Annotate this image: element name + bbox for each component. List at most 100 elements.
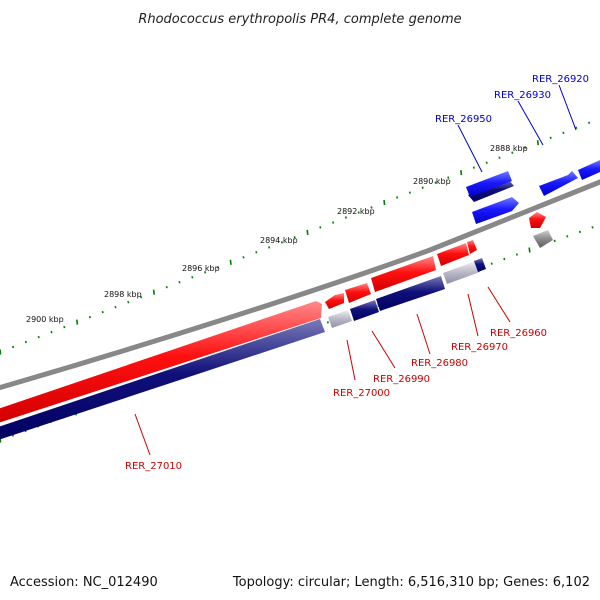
scale-tick-upper-minor bbox=[421, 186, 424, 189]
gene-rer26960-strand[interactable] bbox=[474, 258, 486, 272]
leader-rer27000 bbox=[346, 339, 356, 381]
accession-text: Accession: NC_012490 bbox=[10, 575, 158, 590]
leader-rer26960 bbox=[487, 286, 511, 323]
small-red-feature[interactable] bbox=[529, 212, 546, 228]
gene-rer26970-cds[interactable] bbox=[437, 243, 469, 266]
scale-tick-upper-minor bbox=[101, 310, 104, 314]
gene-rer27000-cds[interactable] bbox=[325, 293, 344, 309]
scale-tick-upper-major bbox=[0, 349, 2, 355]
scale-tick-upper-minor bbox=[344, 216, 347, 219]
scale-tick-upper-minor bbox=[178, 280, 181, 284]
gene-rer26990-strand[interactable] bbox=[350, 300, 379, 321]
gene-label-rer26990[interactable]: RER_26990 bbox=[373, 374, 430, 385]
scale-tick-lower-minor bbox=[591, 226, 594, 229]
leader-rer26970 bbox=[467, 293, 479, 337]
kbp-label-2888: 2888 kbp bbox=[490, 144, 528, 153]
gene-rer27010-cds[interactable] bbox=[0, 301, 322, 424]
scale-tick-upper-minor bbox=[293, 236, 296, 239]
scale-tick-upper-minor bbox=[280, 241, 283, 244]
scale-tick-lower-minor bbox=[553, 239, 556, 243]
kbp-label-2890: 2890 kbp bbox=[413, 177, 451, 186]
gene-rer27000-strand[interactable] bbox=[328, 310, 352, 328]
scale-tick-upper-major bbox=[536, 140, 539, 146]
scale-tick-lower-major bbox=[528, 247, 531, 253]
scale-tick-upper-minor bbox=[37, 335, 40, 339]
gene-rer26960-cds[interactable] bbox=[467, 240, 477, 254]
scale-tick-upper-minor bbox=[575, 126, 578, 130]
scale-tick-upper-minor bbox=[319, 226, 322, 229]
kbp-label-2894: 2894 kbp bbox=[260, 236, 298, 245]
scale-tick-upper-minor bbox=[370, 206, 373, 209]
gene-label-rer26970[interactable]: RER_26970 bbox=[451, 342, 508, 353]
leader-rer26930 bbox=[517, 100, 544, 146]
gene-label-rer27000[interactable]: RER_27000 bbox=[333, 388, 390, 399]
scale-tick-lower-minor bbox=[490, 262, 493, 265]
scale-tick-upper-major bbox=[76, 319, 79, 325]
gene-rer26980-strand[interactable] bbox=[376, 276, 445, 311]
leader-rer26990 bbox=[371, 330, 396, 369]
scale-tick-upper-minor bbox=[268, 246, 271, 249]
kbp-label-2892: 2892 kbp bbox=[337, 207, 375, 216]
leader-rer26920 bbox=[558, 84, 577, 131]
gene-rer26920-arrow[interactable] bbox=[578, 160, 600, 180]
forward-strand-features bbox=[466, 160, 600, 248]
scale-ticks bbox=[0, 121, 594, 443]
scale-tick-upper-major bbox=[306, 229, 309, 235]
gene-label-rer26920[interactable]: RER_26920 bbox=[532, 74, 589, 85]
scale-tick-upper-minor bbox=[549, 136, 552, 140]
scale-tick-upper-minor bbox=[408, 191, 411, 194]
scale-tick-upper-minor bbox=[50, 330, 53, 334]
gene-rer27010-strand[interactable] bbox=[0, 319, 325, 441]
gene-label-rer26980[interactable]: RER_26980 bbox=[411, 358, 468, 369]
scale-tick-upper-minor bbox=[434, 181, 437, 184]
scale-tick-upper-minor bbox=[127, 300, 130, 304]
gene-rer26950-arrow[interactable] bbox=[466, 171, 512, 197]
gene-label-rer26950[interactable]: RER_26950 bbox=[435, 114, 492, 125]
scale-tick-lower-minor bbox=[515, 253, 518, 256]
scale-tick-upper-minor bbox=[63, 325, 66, 329]
gene-rer26970-strand[interactable] bbox=[443, 261, 480, 284]
scale-tick-upper-minor bbox=[216, 266, 219, 269]
scale-tick-upper-major bbox=[229, 259, 232, 265]
scale-tick-upper-minor bbox=[588, 121, 591, 125]
scale-tick-lower-minor bbox=[566, 235, 569, 238]
scale-tick-upper-minor bbox=[88, 315, 91, 319]
scale-tick-upper-minor bbox=[12, 345, 15, 349]
scale-tick-upper-minor bbox=[24, 340, 27, 344]
scale-tick-upper-minor bbox=[191, 276, 194, 279]
map-title: Rhodococcus erythropolis PR4, complete g… bbox=[138, 12, 461, 27]
scale-tick-lower-minor bbox=[326, 321, 329, 324]
scale-tick-upper-major bbox=[152, 289, 155, 295]
scale-tick-lower-minor bbox=[503, 257, 506, 261]
scale-tick-upper-minor bbox=[332, 221, 335, 224]
small-gray-feature[interactable] bbox=[533, 230, 553, 248]
label-leader-lines bbox=[134, 84, 577, 456]
gene-rer26950-dark-arrow[interactable] bbox=[468, 179, 514, 202]
kbp-label-2900: 2900 kbp bbox=[26, 315, 64, 324]
scale-tick-upper-minor bbox=[140, 295, 143, 299]
genome-stats-text: Topology: circular; Length: 6,516,310 bp… bbox=[232, 575, 590, 590]
gene-rer26980-cds[interactable] bbox=[371, 256, 436, 292]
genome-backbone bbox=[0, 179, 600, 391]
scale-tick-upper-minor bbox=[524, 146, 527, 149]
scale-tick-upper-minor bbox=[357, 211, 360, 214]
gene-labels: RER_26920 RER_26930 RER_26950 RER_26960 … bbox=[125, 74, 589, 472]
scale-tick-upper-minor bbox=[498, 156, 501, 159]
scale-tick-upper-minor bbox=[114, 305, 117, 309]
gene-label-rer27010[interactable]: RER_27010 bbox=[125, 461, 182, 472]
gene-rer26950-cds[interactable] bbox=[472, 197, 519, 224]
gene-rer26930-arrow[interactable] bbox=[539, 171, 578, 196]
leader-rer27010 bbox=[134, 413, 151, 456]
scale-tick-upper-minor bbox=[472, 166, 475, 169]
gene-label-rer26960[interactable]: RER_26960 bbox=[490, 328, 547, 339]
scale-tick-upper-minor bbox=[447, 176, 450, 179]
scale-tick-upper-minor bbox=[511, 151, 514, 154]
kbp-label-2896: 2896 kbp bbox=[182, 264, 220, 273]
gene-label-rer26930[interactable]: RER_26930 bbox=[494, 90, 551, 101]
scale-tick-upper-minor bbox=[562, 131, 565, 135]
scale-tick-upper-major bbox=[383, 199, 386, 206]
gene-rer26990-cds[interactable] bbox=[345, 283, 371, 303]
leader-rer26950 bbox=[457, 124, 483, 173]
kbp-label-2898: 2898 kbp bbox=[104, 290, 142, 299]
